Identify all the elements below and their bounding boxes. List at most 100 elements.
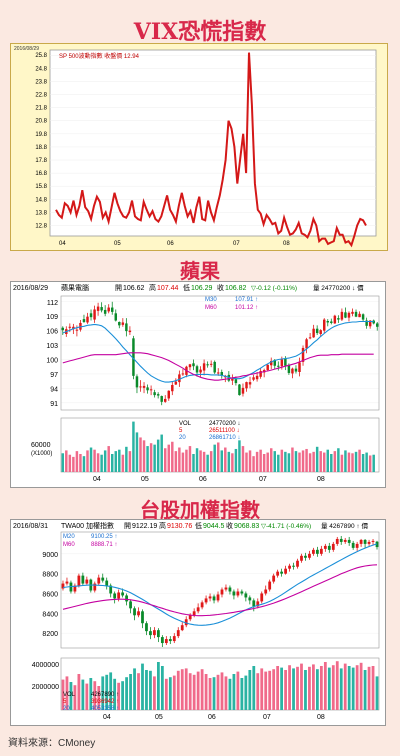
apple-volume-bar [192, 454, 195, 472]
taiex-candle-body [276, 571, 280, 576]
apple-low-label: 低 [183, 283, 190, 292]
apple-x-tick-label: 06 [199, 476, 207, 483]
apple-volume-bar [163, 448, 167, 472]
apple-candle-body [121, 322, 125, 325]
taiex-candle-body [315, 549, 319, 554]
apple-x-tick-label: 08 [317, 476, 325, 483]
taiex-candle-body [248, 597, 252, 601]
apple-volume-bar [128, 451, 132, 472]
taiex-volume-bar [300, 663, 303, 710]
taiex-chart: 2016/08/31 TWA00 加權指數 開 9122.19 高 9130.7… [13, 521, 380, 721]
taiex-volume-bar [129, 674, 132, 710]
taiex-volume-bar [280, 667, 284, 710]
taiex-title: 台股加權指數 [140, 498, 260, 522]
vix-y-tick-label: 20.8 [35, 119, 47, 125]
taiex-volume-bar [304, 670, 307, 710]
taiex-volume-bar [156, 662, 160, 710]
apple-volume-bar [142, 440, 146, 472]
taiex-m60-label: M60 [63, 542, 75, 548]
taiex-volume-bar [117, 682, 121, 710]
vix-y-tick-label: 19.8 [35, 132, 47, 138]
apple-volume-bar [178, 447, 181, 472]
taiex-volume-bar [268, 670, 272, 710]
apple-candle-body [259, 371, 262, 377]
apple-volume-bar [266, 452, 269, 472]
apple-volume-bar [372, 454, 375, 472]
taiex-volume-bar [69, 682, 73, 710]
taiex-volume-bar [196, 671, 200, 710]
taiex-volume-bar [168, 677, 172, 710]
taiex-candle-body [65, 581, 69, 584]
apple-candle-body [347, 312, 351, 318]
taiex-close-label: 收 [226, 521, 233, 530]
taiex-candle-body [335, 538, 339, 544]
taiex-volume-bar [109, 672, 113, 710]
taiex-volume-bar [133, 668, 136, 710]
apple-v5-label: 5 [179, 428, 183, 434]
apple-volume-bar [65, 450, 68, 472]
taiex-volume-bar [65, 676, 69, 710]
taiex-candle-body [77, 575, 81, 586]
apple-change: ▽-0.12 (-0.11%) [251, 285, 297, 292]
taiex-candle-body [101, 577, 105, 581]
apple-volume-bar [82, 456, 86, 472]
apple-open: 106.62 [123, 285, 145, 292]
taiex-y-tick-label: 8400 [42, 611, 58, 618]
apple-candle-body [238, 384, 241, 396]
apple-candle-body [163, 398, 167, 402]
apple-volume-bar [337, 448, 340, 472]
taiex-candle-body [232, 591, 236, 596]
apple-candle-body [280, 359, 284, 367]
apple-volume-bar [156, 439, 160, 472]
taiex-candle-body [141, 611, 144, 624]
taiex-volume-bar [359, 662, 363, 710]
taiex-candle-body [81, 575, 85, 584]
apple-volume-bar [259, 449, 262, 472]
apple-volume-bar [72, 456, 75, 472]
taiex-candle-body [288, 565, 291, 569]
apple-volume-bar [252, 456, 255, 472]
taiex-candle-body [164, 639, 168, 644]
taiex-vol: 4267890 ↑ [91, 692, 119, 698]
vix-y-tick-label: 17.8 [35, 158, 47, 164]
taiex-candle-body [327, 545, 331, 550]
taiex-m20-label: M20 [63, 534, 75, 540]
taiex-ma-m60-line [62, 564, 378, 617]
apple-candle-body [103, 309, 107, 314]
taiex-volume-bar [184, 668, 188, 710]
vix-series-line [55, 52, 367, 248]
taiex-volume-bar [188, 673, 192, 710]
taiex-candle-body [256, 601, 260, 607]
taiex-volume-bar [73, 685, 77, 710]
apple-volume-bar [273, 451, 277, 472]
taiex-x-tick-label: 05 [155, 714, 163, 721]
apple-candle-body [209, 363, 213, 365]
apple-x-tick-label: 07 [259, 476, 267, 483]
apple-candle-body [248, 382, 252, 385]
apple-candle-body [160, 396, 163, 402]
taiex-volume-bar [97, 686, 101, 710]
apple-candle-body [93, 309, 96, 320]
apple-candle-body [358, 313, 361, 318]
taiex-v20: 4053358 ↑ [91, 706, 119, 712]
taiex-volume-bar [153, 676, 156, 710]
apple-volume-bar [181, 452, 185, 472]
taiex-open-label: 開 [124, 522, 131, 530]
apple-candle-body [68, 326, 72, 328]
apple-volume-bar [301, 450, 305, 472]
apple-candle-body [118, 321, 121, 326]
taiex-volume-bar [121, 681, 125, 710]
taiex-volume-bar [264, 671, 268, 710]
taiex-candle-body [129, 601, 132, 609]
taiex-volume-bar [145, 670, 148, 710]
taiex-date: 2016/08/31 [13, 523, 48, 530]
apple-volume-bar [125, 446, 128, 472]
apple-y-tick-label: 100 [46, 357, 58, 364]
apple-candle-body [315, 328, 319, 334]
apple-stock-name: 蘋果電腦 [61, 283, 89, 292]
vix-y-tick-label: 12.8 [35, 224, 47, 230]
taiex-volume-bar [220, 672, 224, 710]
taiex-volume-bar [192, 674, 196, 710]
apple-close: 106.82 [225, 285, 247, 292]
taiex-volume-bar [351, 667, 355, 710]
